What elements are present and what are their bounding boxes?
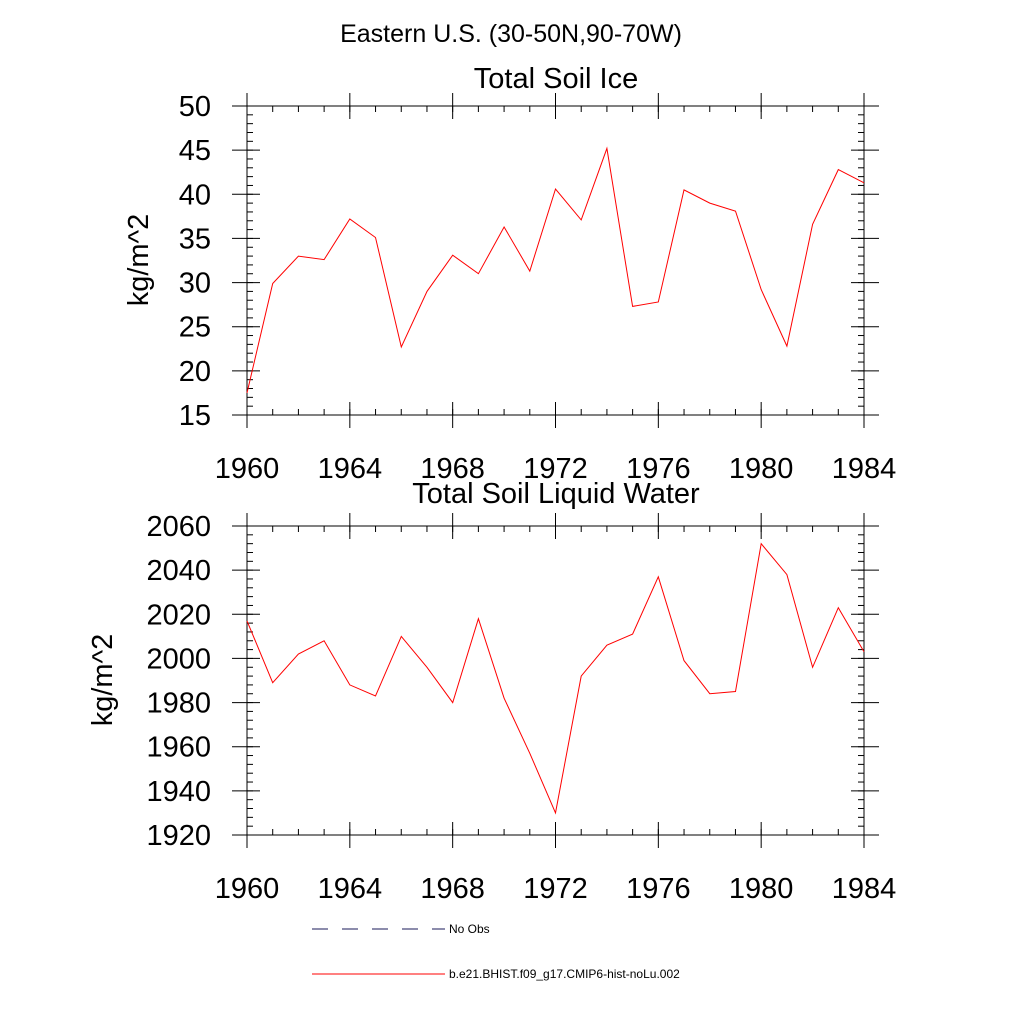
legend-label-no-obs: No Obs — [449, 922, 490, 936]
x-tick-label: 1984 — [832, 873, 897, 905]
y-tick-label: 2060 — [146, 511, 211, 543]
panel-soil-ice-axes: 1960 1964 1968 1972 1976 1980 1984 15 20 25 30 35 40… — [179, 91, 897, 485]
y-tick-label: 2040 — [146, 555, 211, 587]
x-tick-label: 1972 — [523, 453, 588, 485]
y-tick-label: 25 — [179, 312, 211, 344]
x-tick-label: 1984 — [832, 453, 897, 485]
x-tick-label: 1980 — [729, 453, 794, 485]
panel-soil-ice: Total Soil Ice kg/m^2 1960 1964 1968 1972 19… — [123, 63, 896, 485]
x-tick-label: 1976 — [626, 873, 691, 905]
panel-soil-ice-ylabel: kg/m^2 — [123, 214, 155, 307]
y-tick-label: 2000 — [146, 643, 211, 675]
y-tick-label: 1940 — [146, 776, 211, 808]
panel-soil-liquid-ylabel: kg/m^2 — [87, 634, 119, 727]
x-tick-label: 1972 — [523, 873, 588, 905]
y-tick-label: 20 — [179, 356, 211, 388]
y-tick-label: 45 — [179, 135, 211, 167]
series-line — [246, 146, 865, 394]
y-tick-label: 1980 — [146, 688, 211, 720]
plot-frame — [246, 105, 865, 416]
x-tick-label: 1968 — [420, 453, 485, 485]
y-tick-label: 30 — [179, 268, 211, 300]
panel-soil-liquid-series — [246, 542, 865, 815]
y-tick-label: 15 — [179, 400, 211, 432]
x-tick-label: 1960 — [215, 453, 280, 485]
x-tick-label: 1968 — [420, 873, 485, 905]
panel-soil-ice-title: Total Soil Ice — [474, 63, 638, 95]
y-tick-label: 2020 — [146, 599, 211, 631]
panel-soil-liquid: Total Soil Liquid Water kg/m^2 1960 1964 1… — [87, 478, 896, 905]
panel-soil-ice-series — [246, 146, 865, 394]
plot-frame — [246, 525, 865, 836]
y-tick-label: 40 — [179, 179, 211, 211]
y-tick-label: 1960 — [146, 732, 211, 764]
main-title: Eastern U.S. (30-50N,90-70W) — [340, 20, 682, 48]
y-tick-label: 35 — [179, 223, 211, 255]
panel-soil-liquid-axes: 1960 1964 1968 1972 1976 1980 1984 1920 1940 1960… — [146, 511, 896, 905]
x-tick-label: 1976 — [626, 453, 691, 485]
x-tick-label: 1980 — [729, 873, 794, 905]
x-tick-label: 1964 — [318, 453, 383, 485]
y-tick-label: 50 — [179, 91, 211, 123]
y-tick-label: 1920 — [146, 820, 211, 852]
x-tick-label: 1960 — [215, 873, 280, 905]
legend: No Obs b.e21.BHIST.f09_g17.CMIP6-hist-no… — [312, 922, 680, 981]
legend-label-model: b.e21.BHIST.f09_g17.CMIP6-hist-noLu.002 — [449, 967, 680, 981]
x-tick-label: 1964 — [318, 873, 383, 905]
series-line — [246, 542, 865, 815]
panel-soil-liquid-title: Total Soil Liquid Water — [412, 478, 700, 510]
